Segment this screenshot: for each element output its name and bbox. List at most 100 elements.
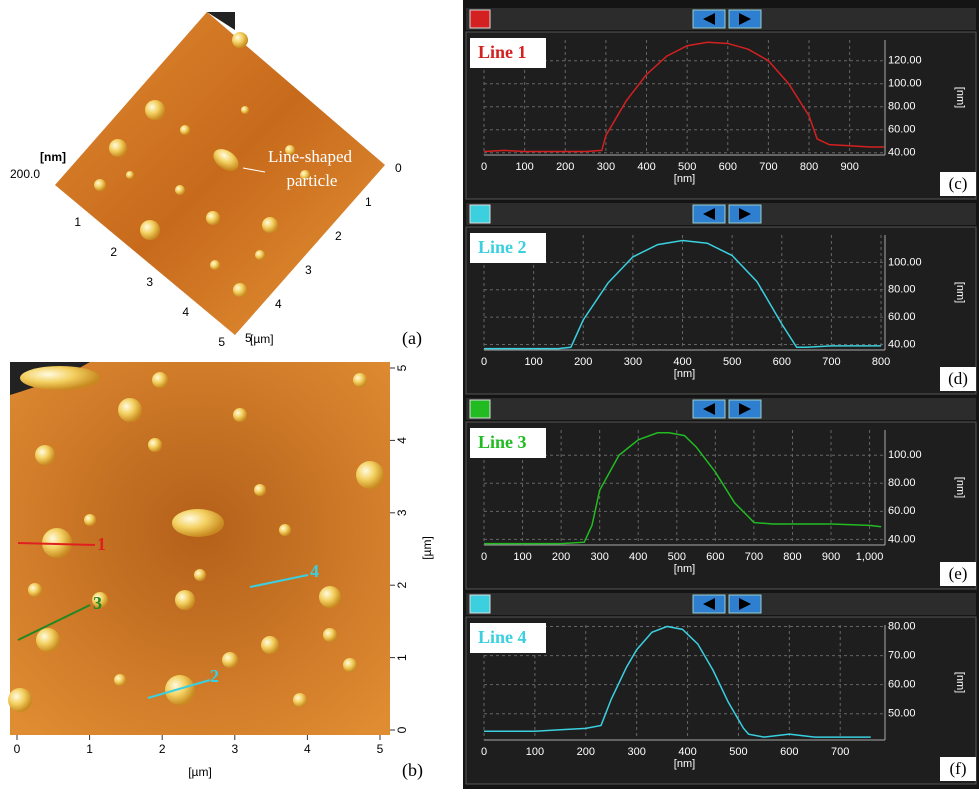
unit: [µm] xyxy=(250,332,274,346)
y-tick-label: 100.00 xyxy=(888,78,922,90)
panel-label: (b) xyxy=(402,760,423,781)
x-tick-label: 300 xyxy=(624,356,642,368)
profile-chart: 01002003004005006007008009001,00040.0060… xyxy=(466,398,976,589)
y-tick-label: 120.00 xyxy=(888,55,922,67)
line-label: 4 xyxy=(310,561,319,581)
tick-label: 1 xyxy=(74,215,81,229)
tick-label: 0 xyxy=(395,161,402,175)
x-tick-label: 800 xyxy=(872,356,890,368)
y-tick-label: 60.00 xyxy=(888,124,916,136)
tick-label: 0 xyxy=(395,726,409,733)
x-axis-label: [nm] xyxy=(674,758,695,770)
x-tick-label: 500 xyxy=(723,356,741,368)
x-tick-label: 400 xyxy=(678,746,696,758)
x-tick-label: 600 xyxy=(773,356,791,368)
tick-label: 5 xyxy=(395,364,409,371)
tick-label: 1 xyxy=(365,195,372,209)
x-tick-label: 700 xyxy=(831,746,849,758)
y-tick-label: 80.00 xyxy=(888,101,916,113)
afm-3d: Line-shaped particle [nm] 200.0 [µm] (a) xyxy=(10,12,422,349)
x-tick-label: 100 xyxy=(513,551,531,563)
x-tick-label: 0 xyxy=(481,161,487,173)
profile-chart: 010020030040050060070080090040.0060.0080… xyxy=(466,8,976,199)
x-tick-label: 900 xyxy=(822,551,840,563)
y-tick-label: 60.00 xyxy=(888,505,916,517)
y-tick-label: 80.00 xyxy=(888,477,916,489)
x-tick-label: 200 xyxy=(556,161,574,173)
x-tick-label: 300 xyxy=(627,746,645,758)
y-tick-label: 50.00 xyxy=(888,708,916,720)
x-tick-label: 800 xyxy=(800,161,818,173)
tick-label: 3 xyxy=(146,275,153,289)
x-tick-label: 800 xyxy=(783,551,801,563)
x-axis-label: [nm] xyxy=(674,563,695,575)
x-axis-label: [µm] xyxy=(188,765,212,779)
x-tick-label: 600 xyxy=(719,161,737,173)
tick-label: 2 xyxy=(110,245,117,259)
line-label: 3 xyxy=(93,593,102,613)
tick-label: 2 xyxy=(335,229,342,243)
panel-label: (a) xyxy=(402,328,422,349)
x-tick-label: 400 xyxy=(637,161,655,173)
panel-label: (d) xyxy=(948,369,968,388)
x-tick-label: 0 xyxy=(481,746,487,758)
chart-title: Line 1 xyxy=(478,42,527,62)
x-tick-label: 500 xyxy=(678,161,696,173)
y-tick-label: 40.00 xyxy=(888,338,916,350)
z-max: 200.0 xyxy=(10,167,40,181)
profile-chart: 0 100 200 300 400 500 600 700 800 40.00 60.00 80.00… xyxy=(466,203,976,394)
tick-label: 0 xyxy=(14,742,21,756)
color-swatch xyxy=(470,10,490,28)
x-tick-label: 400 xyxy=(629,551,647,563)
y-axis-label: [nm] xyxy=(954,477,966,498)
chart-title: Line 2 xyxy=(478,237,527,257)
y-tick-label: 100.00 xyxy=(888,449,922,461)
x-tick-label: 700 xyxy=(745,551,763,563)
y-tick-label: 80.00 xyxy=(888,284,916,296)
tick-label: 2 xyxy=(159,742,166,756)
y-axis-label: [nm] xyxy=(954,87,966,108)
y-tick-label: 60.00 xyxy=(888,311,916,323)
z-unit: [nm] xyxy=(40,150,66,164)
x-tick-label: 0 xyxy=(481,356,487,368)
x-tick-label: 100 xyxy=(515,161,533,173)
x-tick-label: 200 xyxy=(574,356,592,368)
x-tick-label: 300 xyxy=(590,551,608,563)
tick-label: 1 xyxy=(395,654,409,661)
figure: Line-shaped particle [nm] 200.0 [µm] (a)… xyxy=(0,0,979,789)
color-swatch xyxy=(470,205,490,223)
chart-title: Line 4 xyxy=(478,627,527,647)
x-tick-label: 1,000 xyxy=(856,551,884,563)
y-tick-label: 100.00 xyxy=(888,256,922,268)
x-tick-label: 100 xyxy=(524,356,542,368)
tick-label: 2 xyxy=(395,582,409,589)
panel-label: (e) xyxy=(949,564,968,583)
afm-2d: 1 2 3 4 [µm] [µm] (b) xyxy=(8,362,434,781)
color-swatch xyxy=(470,400,490,418)
x-tick-label: 600 xyxy=(706,551,724,563)
x-axis-label: [nm] xyxy=(674,173,695,185)
x-tick-label: 400 xyxy=(673,356,691,368)
y-axis-label: [µm] xyxy=(420,536,434,560)
y-tick-label: 70.00 xyxy=(888,649,916,661)
y-tick-label: 40.00 xyxy=(888,533,916,545)
tick-label: 5 xyxy=(377,742,384,756)
x-tick-label: 500 xyxy=(668,551,686,563)
line-label: 1 xyxy=(97,534,106,554)
x-tick-label: 300 xyxy=(597,161,615,173)
y-axis-label: [nm] xyxy=(954,672,966,693)
x-tick-label: 200 xyxy=(552,551,570,563)
tick-label: 4 xyxy=(275,297,282,311)
tick-label: 4 xyxy=(182,305,189,319)
x-tick-label: 700 xyxy=(822,356,840,368)
line-label: 2 xyxy=(210,666,219,686)
y-tick-label: 40.00 xyxy=(888,147,916,159)
tick-label: 3 xyxy=(231,742,238,756)
panel-label: (f) xyxy=(950,759,967,778)
x-tick-label: 600 xyxy=(780,746,798,758)
x-tick-label: 500 xyxy=(729,746,747,758)
x-axis-label: [nm] xyxy=(674,368,695,380)
tick-label: 5 xyxy=(245,331,252,345)
annotation: particle xyxy=(287,171,338,190)
